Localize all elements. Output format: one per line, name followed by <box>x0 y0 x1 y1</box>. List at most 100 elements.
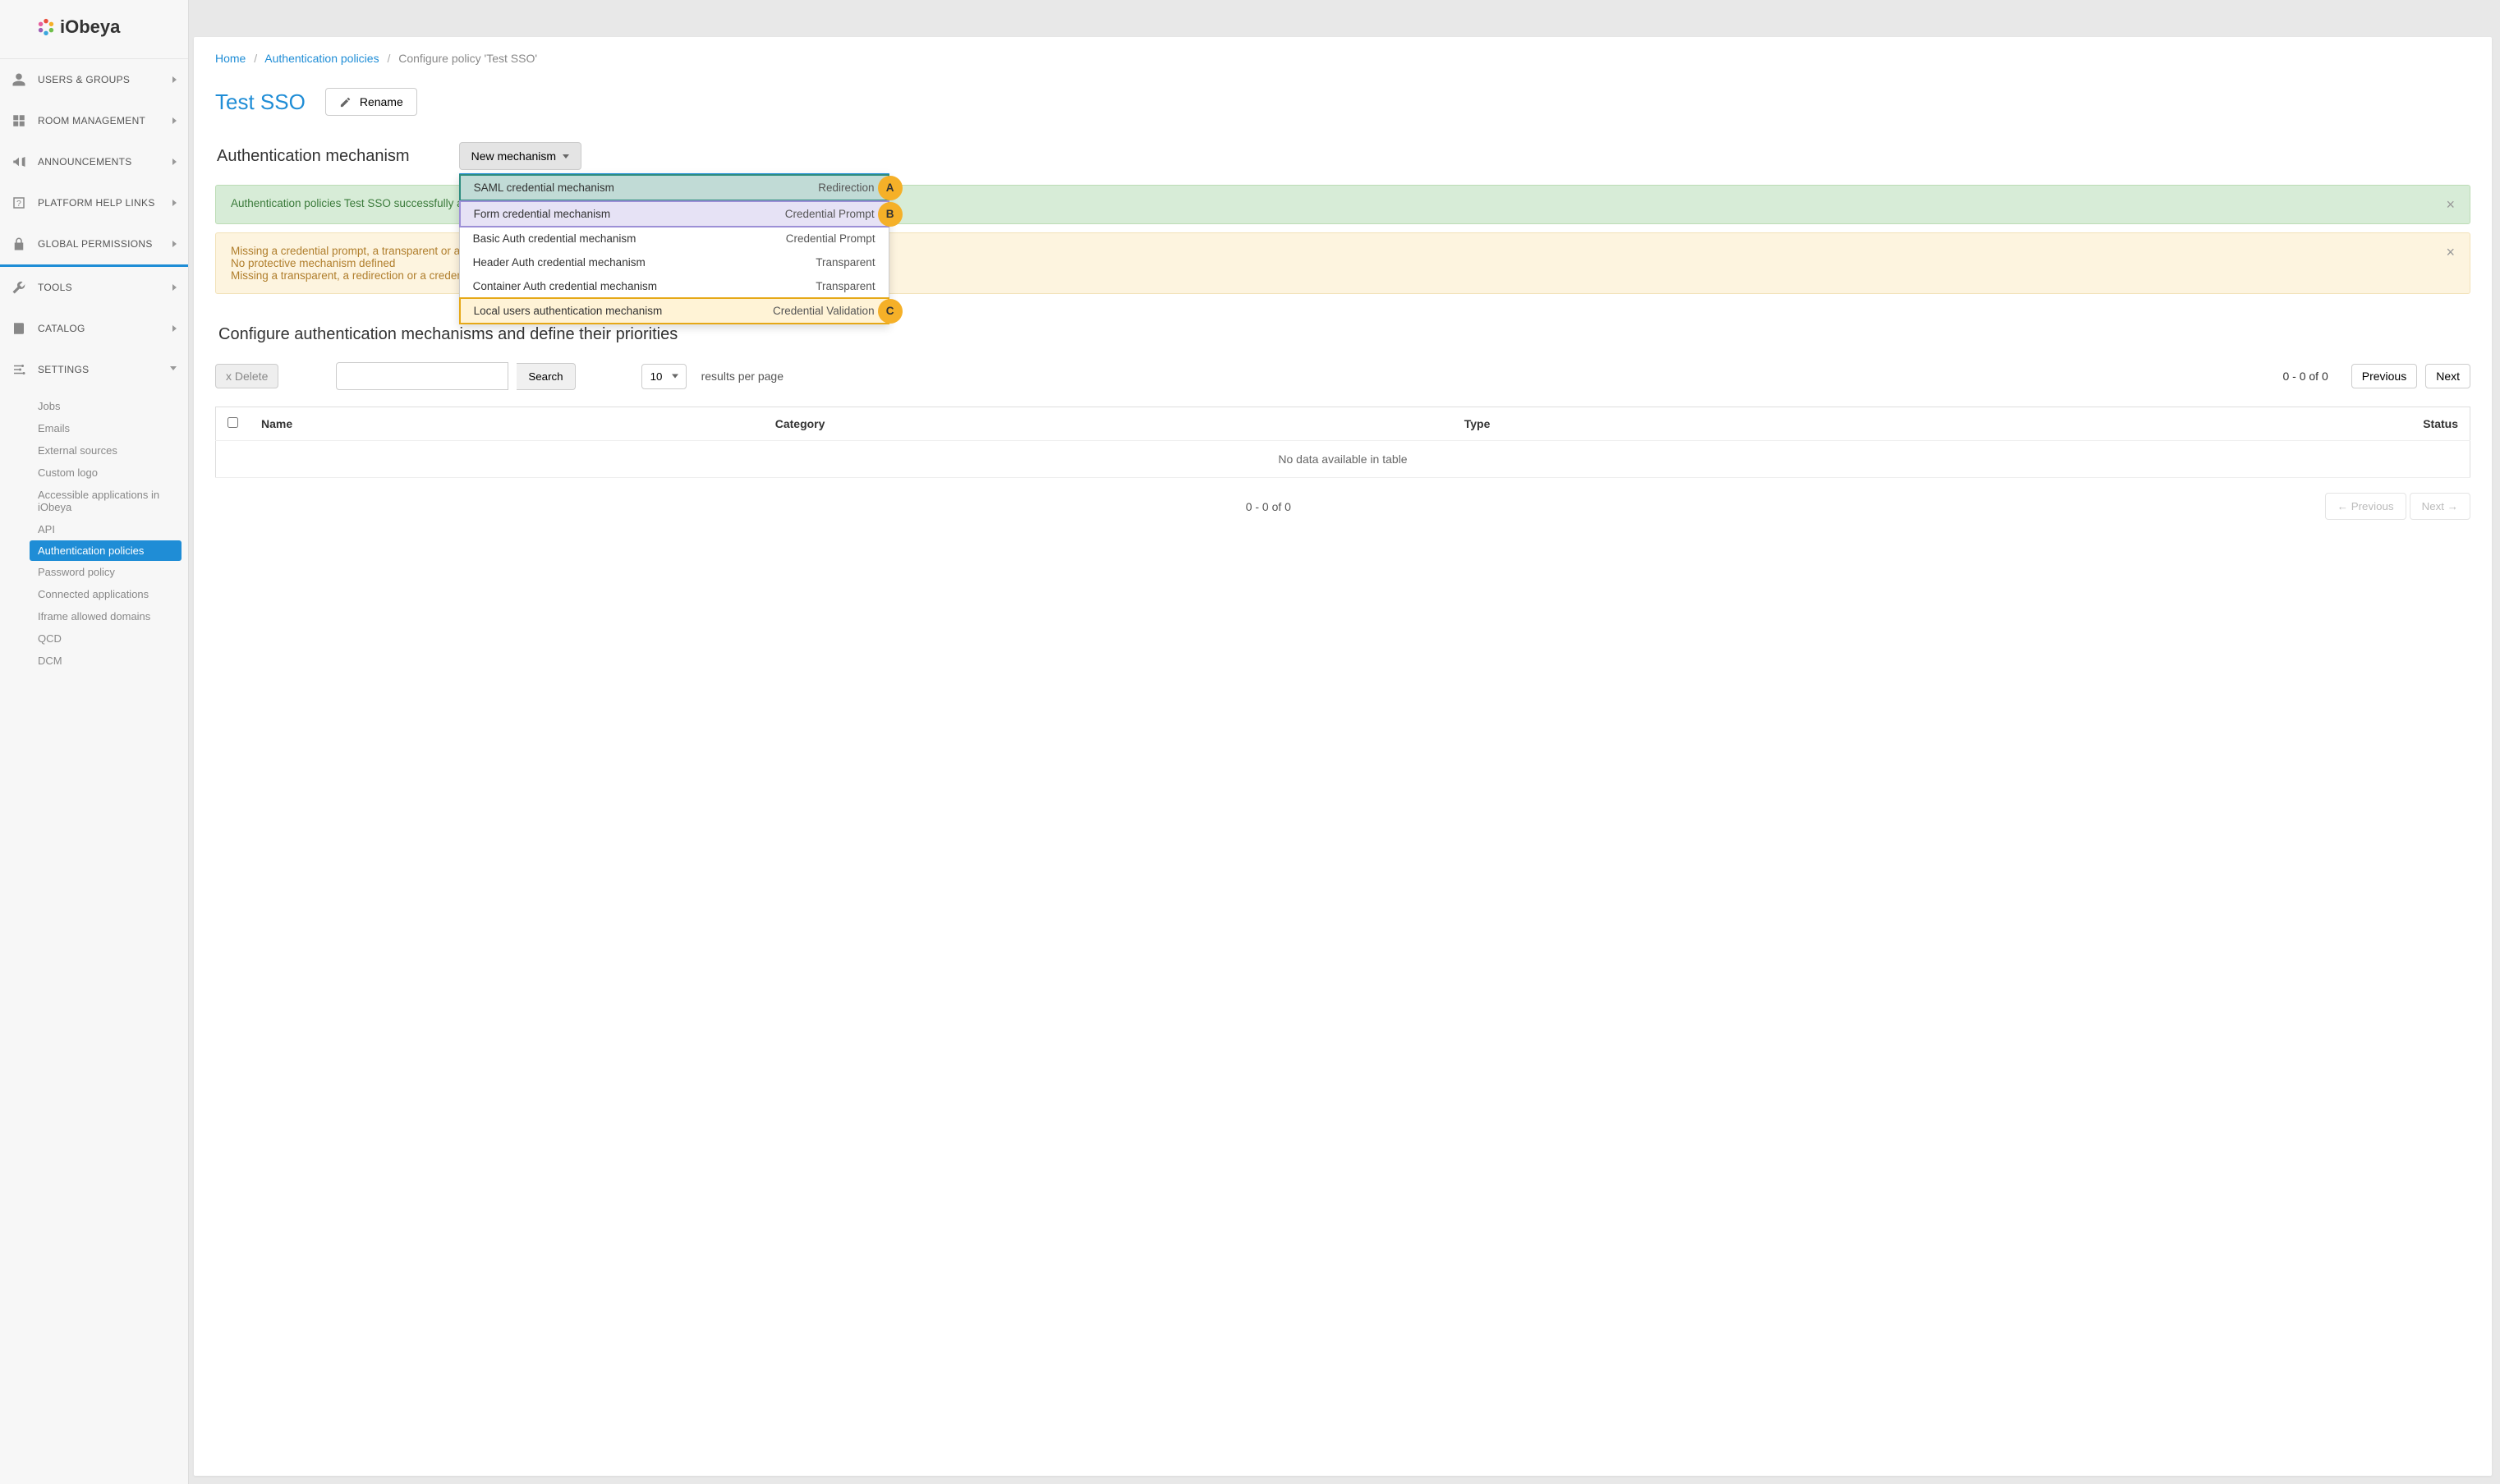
table-empty-row: No data available in table <box>216 441 2470 478</box>
delete-button[interactable]: x Delete <box>215 364 278 388</box>
annotation-badge-b: B <box>878 202 903 227</box>
option-type: Credential Prompt <box>785 208 875 220</box>
sub-item-custom-logo[interactable]: Custom logo <box>0 462 188 484</box>
close-icon[interactable]: × <box>2446 197 2455 212</box>
sub-item-dcm[interactable]: DCM <box>0 650 188 672</box>
new-mechanism-label: New mechanism <box>471 149 556 163</box>
logo-text: iObeya <box>60 16 120 38</box>
previous-button[interactable]: Previous <box>2351 364 2417 388</box>
breadcrumb-sep: / <box>387 52 390 65</box>
option-type: Credential Prompt <box>786 232 875 245</box>
option-type: Credential Validation <box>773 305 875 317</box>
sub-item-qcd[interactable]: QCD <box>0 627 188 650</box>
chevron-down-icon <box>170 366 177 374</box>
sidebar-item-announcements[interactable]: ANNOUNCEMENTS <box>0 141 188 182</box>
sidebar-item-global-permissions[interactable]: GLOBAL PERMISSIONS <box>0 223 188 267</box>
sub-item-accessible-apps[interactable]: Accessible applications in iObeya <box>0 484 188 518</box>
chevron-right-icon <box>172 284 177 291</box>
breadcrumb: Home / Authentication policies / Configu… <box>194 37 2492 73</box>
option-name: Container Auth credential mechanism <box>473 280 657 292</box>
main-panel: Home / Authentication policies / Configu… <box>194 37 2492 1476</box>
sliders-icon <box>11 362 26 377</box>
next-button[interactable]: Next <box>2425 364 2470 388</box>
sidebar-item-label: PLATFORM HELP LINKS <box>38 197 155 209</box>
mechanism-option-local-users[interactable]: Local users authentication mechanism Cre… <box>459 297 889 324</box>
sidebar-item-settings[interactable]: SETTINGS <box>0 349 188 390</box>
mechanism-option-saml[interactable]: SAML credential mechanism Redirection A <box>459 174 889 201</box>
mechanism-section-title: Authentication mechanism <box>217 147 410 166</box>
mechanism-option-header-auth[interactable]: Header Auth credential mechanism Transpa… <box>460 250 889 274</box>
option-type: Transparent <box>816 256 875 269</box>
sub-item-api[interactable]: API <box>0 518 188 540</box>
sidebar-item-label: CATALOG <box>38 323 85 334</box>
option-name: Basic Auth credential mechanism <box>473 232 636 245</box>
mechanism-option-container-auth[interactable]: Container Auth credential mechanism Tran… <box>460 274 889 298</box>
chevron-right-icon <box>172 76 177 83</box>
option-type: Transparent <box>816 280 875 292</box>
close-icon[interactable]: × <box>2446 245 2455 260</box>
col-status[interactable]: Status <box>1916 407 2470 441</box>
option-name: SAML credential mechanism <box>474 181 614 194</box>
results-count-top: 0 - 0 of 0 <box>2282 370 2328 383</box>
sidebar: iObeya USERS & GROUPS ROOM MANAGEMENT AN… <box>0 0 189 1484</box>
breadcrumb-sep: / <box>254 52 257 65</box>
mechanisms-table: Name Category Type Status No data availa… <box>215 407 2470 478</box>
breadcrumb-home[interactable]: Home <box>215 52 246 65</box>
option-name: Local users authentication mechanism <box>474 305 663 317</box>
search-input[interactable] <box>336 362 508 390</box>
logo[interactable]: iObeya <box>0 0 188 58</box>
settings-submenu: Jobs Emails External sources Custom logo… <box>0 390 188 682</box>
empty-text: No data available in table <box>216 441 2470 478</box>
mechanism-option-form[interactable]: Form credential mechanism Credential Pro… <box>459 200 889 227</box>
col-name[interactable]: Name <box>250 407 764 441</box>
next-page-button[interactable]: Next → <box>2410 493 2470 520</box>
rename-label: Rename <box>360 95 403 108</box>
book-icon <box>11 321 26 336</box>
page-size-select[interactable]: 10 <box>641 364 687 389</box>
sidebar-item-label: SETTINGS <box>38 364 89 375</box>
sidebar-item-catalog[interactable]: CATALOG <box>0 308 188 349</box>
lock-icon <box>11 237 26 251</box>
pencil-icon <box>339 96 352 108</box>
sub-item-iframe-domains[interactable]: Iframe allowed domains <box>0 605 188 627</box>
sidebar-item-label: ANNOUNCEMENTS <box>38 156 132 168</box>
table-toolbar: x Delete Search 10 results per page 0 - … <box>194 354 2492 402</box>
table-footer: 0 - 0 of 0 ← Previous Next → <box>194 483 2492 543</box>
col-type[interactable]: Type <box>1453 407 1916 441</box>
sub-item-jobs[interactable]: Jobs <box>0 395 188 417</box>
sub-item-connected-apps[interactable]: Connected applications <box>0 583 188 605</box>
sidebar-item-users-groups[interactable]: USERS & GROUPS <box>0 59 188 100</box>
sidebar-item-room-management[interactable]: ROOM MANAGEMENT <box>0 100 188 141</box>
chevron-down-icon <box>563 154 569 159</box>
sidebar-item-label: TOOLS <box>38 282 72 293</box>
sub-item-auth-policies[interactable]: Authentication policies <box>30 540 182 561</box>
select-all-checkbox[interactable] <box>227 417 238 428</box>
help-icon: ? <box>11 195 26 210</box>
mechanism-dropdown: SAML credential mechanism Redirection A … <box>459 173 889 324</box>
wrench-icon <box>11 280 26 295</box>
col-category[interactable]: Category <box>764 407 1453 441</box>
logo-icon <box>37 18 55 36</box>
svg-text:?: ? <box>16 199 21 209</box>
chevron-right-icon <box>172 159 177 165</box>
mechanism-option-basic-auth[interactable]: Basic Auth credential mechanism Credenti… <box>460 227 889 250</box>
sidebar-item-tools[interactable]: TOOLS <box>0 267 188 308</box>
chevron-right-icon <box>172 325 177 332</box>
new-mechanism-button[interactable]: New mechanism <box>459 142 581 170</box>
grid-icon <box>11 113 26 128</box>
sidebar-item-help-links[interactable]: ? PLATFORM HELP LINKS <box>0 182 188 223</box>
chevron-right-icon <box>172 200 177 206</box>
sidebar-item-label: USERS & GROUPS <box>38 74 130 85</box>
sub-item-password-policy[interactable]: Password policy <box>0 561 188 583</box>
rename-button[interactable]: Rename <box>325 88 417 116</box>
sidebar-item-label: GLOBAL PERMISSIONS <box>38 238 153 250</box>
sub-item-emails[interactable]: Emails <box>0 417 188 439</box>
alert-success-text: Authentication policies Test SSO success… <box>231 197 488 209</box>
breadcrumb-current: Configure policy 'Test SSO' <box>398 52 537 65</box>
breadcrumb-level1[interactable]: Authentication policies <box>264 52 379 65</box>
previous-page-button[interactable]: ← Previous <box>2325 493 2406 520</box>
sub-item-external-sources[interactable]: External sources <box>0 439 188 462</box>
search-button[interactable]: Search <box>517 363 575 390</box>
chevron-right-icon <box>172 241 177 247</box>
annotation-badge-c: C <box>878 299 903 324</box>
